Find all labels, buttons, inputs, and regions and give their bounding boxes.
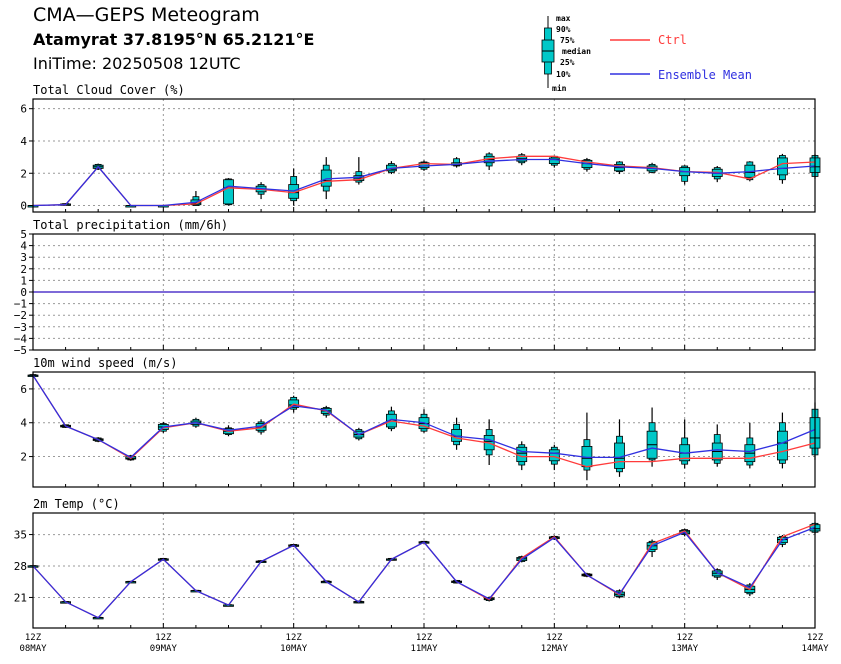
x-tick-label-date: 14MAY: [801, 644, 829, 654]
y-tick-label: 35: [14, 529, 27, 542]
box-plot-mark: [711, 165, 723, 183]
y-tick-label: 6: [20, 103, 27, 116]
box-plot-mark: [223, 178, 234, 206]
box-plot-mark: [711, 424, 723, 467]
legend-box-label: 25%: [560, 58, 575, 67]
y-tick-label: 4: [20, 135, 27, 148]
y-tick-label: 3: [20, 251, 27, 264]
box-plot-mark: [418, 409, 430, 433]
x-tick-label-time: 12Z: [677, 633, 694, 643]
y-tick-label: 5: [20, 228, 27, 241]
box-plot-mark: [777, 412, 788, 469]
box-iqr: [777, 430, 788, 461]
panel-3: 10m wind speed (m/s) 2 4 6: [20, 356, 821, 488]
x-tick-label-time: 12Z: [416, 633, 433, 643]
panel-frame: [32, 371, 816, 488]
legend-ctrl-label: Ctrl: [658, 33, 687, 47]
box-plot-mark: [614, 419, 625, 477]
legend-box-label: max: [556, 14, 571, 23]
box-iqr: [223, 179, 234, 205]
y-tick-label: −1: [14, 298, 27, 311]
mean-series-line: [32, 158, 816, 207]
y-tick-label: 2: [20, 263, 27, 276]
panel-4: 2m Temp (°C) 21 28 35: [14, 497, 821, 629]
mean-series-line: [32, 526, 816, 619]
x-tick-label-time: 12Z: [155, 633, 172, 643]
box-iqr: [451, 429, 462, 442]
y-tick-label: −2: [14, 309, 27, 322]
box-p10-p90: [453, 158, 460, 167]
x-tick-label-time: 12Z: [286, 633, 303, 643]
x-tick-label-time: 12Z: [25, 633, 42, 643]
legend-box-label: 10%: [556, 70, 571, 79]
panel-title: Total precipitation (mm/6h): [33, 218, 228, 232]
legend-group: max 90% 75%median 25% 10% min Ctrl Ensemble Mea…: [541, 14, 752, 93]
y-tick-label: 0: [20, 286, 27, 299]
x-tick-label-time: 12Z: [546, 633, 563, 643]
location-label: Atamyrat 37.8195°N 65.2121°E: [33, 30, 315, 49]
x-tick-label-date: 12MAY: [541, 644, 569, 654]
y-tick-label: 28: [14, 560, 27, 573]
x-tick-label-date: 10MAY: [280, 644, 308, 654]
x-tick-label-date: 11MAY: [410, 644, 438, 654]
box-plot-mark: [646, 407, 658, 467]
box-plot-mark: [288, 168, 300, 206]
legend-mean-label: Ensemble Mean: [658, 68, 752, 82]
panel-title: 2m Temp (°C): [33, 497, 120, 511]
y-tick-label: 4: [20, 417, 27, 430]
box-iqr: [548, 449, 560, 462]
y-tick-label: 4: [20, 240, 27, 253]
panel-frame: [32, 233, 816, 351]
panel-2: Total precipitation (mm/6h)543210−1−2−3−…: [14, 218, 816, 357]
y-tick-label: 21: [14, 591, 27, 604]
y-tick-label: −4: [14, 332, 28, 345]
y-tick-label: 1: [20, 274, 27, 287]
y-tick-label: −5: [14, 344, 27, 357]
y-tick-label: 0: [20, 200, 27, 213]
mean-series-line: [32, 375, 816, 459]
box-plot-mark: [320, 405, 332, 418]
legend-box-label: median: [562, 46, 591, 56]
panel-frame: [32, 512, 816, 629]
box-plot-mark: [548, 444, 560, 471]
x-tick-label-time: 12Z: [807, 633, 824, 643]
panel-title: Total Cloud Cover (%): [33, 83, 185, 97]
box-plot-mark: [255, 182, 267, 200]
box-plot-mark: [581, 157, 593, 172]
legend-box-label: 90%: [556, 25, 571, 34]
box-iqr: [548, 157, 560, 164]
init-time-label: IniTime: 20250508 12UTC: [33, 54, 241, 73]
legend-box-label: 75%: [560, 36, 575, 45]
x-tick-label-date: 09MAY: [150, 644, 178, 654]
y-tick-label: −3: [14, 321, 27, 334]
x-tick-label-date: 13MAY: [671, 644, 699, 654]
box-plot-mark: [679, 419, 691, 469]
panel-1: Total Cloud Cover (%) 0 2 4 6: [20, 83, 821, 213]
y-tick-label: 6: [20, 383, 27, 396]
box-plot-mark: [451, 157, 462, 168]
panel-frame: [32, 98, 816, 213]
box-plot-mark: [744, 422, 756, 469]
box-plot-mark: [679, 165, 691, 185]
box-iqr: [614, 442, 625, 469]
x-tick-label-date: 08MAY: [19, 644, 47, 654]
legend-box-label: min: [552, 83, 567, 93]
panel-title: 10m wind speed (m/s): [33, 356, 178, 370]
y-tick-label: 2: [20, 167, 27, 180]
box-iqr: [777, 157, 788, 176]
y-tick-label: 2: [20, 451, 27, 464]
chart-title: CMA—GEPS Meteogram: [33, 4, 260, 26]
